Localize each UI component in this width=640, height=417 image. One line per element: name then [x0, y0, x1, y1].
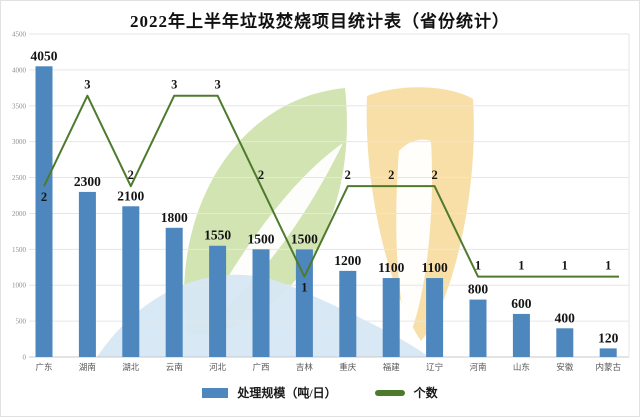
y-tick-label: 4000 — [12, 66, 27, 74]
watermark-orange-leaf-vein-icon — [396, 139, 433, 337]
count-value-label: 1 — [605, 259, 611, 273]
bar — [252, 249, 270, 357]
bar — [35, 66, 53, 358]
y-tick-label: 2000 — [12, 210, 27, 218]
bar-series-swatch-icon — [202, 387, 229, 398]
bar — [122, 206, 140, 357]
x-axis-label: 湖南 — [79, 362, 96, 372]
y-tick-label: 1000 — [12, 282, 27, 290]
x-axis-label: 安徽 — [556, 362, 574, 372]
count-value-label: 2 — [345, 168, 351, 182]
y-tick-label: 4500 — [12, 31, 27, 39]
bar — [512, 313, 530, 357]
count-value-label: 3 — [171, 78, 177, 92]
x-axis-label: 广东 — [35, 362, 52, 372]
count-value-label: 2 — [128, 168, 134, 182]
bar-value-label: 1100 — [378, 260, 405, 275]
x-axis-label: 山东 — [513, 362, 530, 372]
bar — [165, 227, 183, 357]
bar-value-label: 2100 — [117, 188, 144, 203]
y-tick-label: 500 — [16, 318, 27, 326]
x-axis-label: 广西 — [252, 362, 269, 372]
y-tick-label: 0 — [23, 354, 27, 362]
y-tick-label: 3000 — [12, 138, 27, 146]
bar-value-label: 1100 — [421, 260, 448, 275]
bar — [556, 328, 574, 357]
x-axis-label: 河南 — [469, 362, 486, 372]
bar — [78, 191, 96, 357]
x-axis-label: 湖北 — [122, 362, 140, 372]
legend-label-count: 个数 — [413, 386, 438, 400]
count-line — [43, 94, 619, 278]
bar — [599, 348, 617, 357]
x-axis-label: 福建 — [383, 362, 401, 372]
count-value-label: 2 — [431, 168, 437, 182]
x-axis-label: 辽宁 — [426, 362, 443, 372]
count-value-label: 1 — [301, 281, 307, 295]
bar — [469, 299, 487, 357]
count-value-label: 1 — [475, 259, 481, 273]
y-tick-label: 1500 — [12, 246, 27, 254]
x-axis-label: 河北 — [209, 362, 227, 372]
watermark-green-leaf-vein-icon — [207, 143, 343, 315]
count-value-label: 3 — [84, 78, 90, 92]
bar-value-label: 1550 — [204, 228, 231, 243]
legend-item-count: 个数 — [374, 384, 438, 401]
bar-value-label: 1800 — [161, 210, 188, 225]
bar-value-label: 400 — [555, 310, 576, 325]
bar-value-label: 1500 — [248, 231, 275, 246]
bar-value-label: 1200 — [334, 253, 361, 268]
bar-value-label: 800 — [468, 282, 489, 297]
count-value-label: 1 — [518, 259, 524, 273]
x-axis-label: 吉林 — [296, 362, 314, 372]
legend-label-scale: 处理规模（吨/日） — [237, 386, 337, 400]
line-series-swatch-icon — [374, 389, 405, 396]
bar-value-label: 4050 — [31, 48, 58, 63]
x-axis-label: 云南 — [166, 362, 183, 372]
bar — [382, 278, 400, 357]
x-axis-label: 内蒙古 — [595, 362, 621, 372]
bar-value-label: 600 — [511, 296, 532, 311]
legend-item-scale: 处理规模（吨/日） — [202, 384, 337, 401]
count-value-label: 2 — [258, 168, 264, 182]
chart-legend: 处理规模（吨/日） 个数 — [1, 384, 639, 401]
bar-value-label: 120 — [598, 330, 619, 345]
count-value-label: 2 — [41, 190, 47, 204]
count-value-label: 2 — [388, 168, 394, 182]
x-axis-label: 重庆 — [339, 362, 357, 372]
bar — [295, 249, 313, 357]
bar — [426, 278, 444, 357]
bar — [209, 245, 227, 357]
y-tick-label: 3500 — [12, 102, 27, 110]
chart-title: 2022年上半年垃圾焚烧项目统计表（省份统计） — [130, 12, 510, 31]
bar-value-label: 1500 — [291, 231, 318, 246]
count-value-label: 3 — [214, 78, 220, 92]
count-value-label: 1 — [562, 259, 568, 273]
bar — [339, 270, 357, 357]
bar-value-label: 2300 — [74, 174, 101, 189]
y-tick-label: 2500 — [12, 174, 27, 182]
